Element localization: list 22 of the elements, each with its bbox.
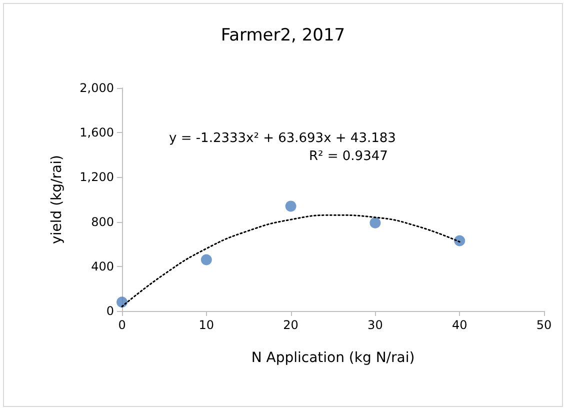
y-tick-label: 800 xyxy=(91,214,114,229)
y-tick-label: 1,600 xyxy=(80,126,114,140)
annotation: y = -1.2333x² + 63.693x + 43.183 xyxy=(169,131,396,146)
y-tick-label: 2,000 xyxy=(80,81,114,95)
x-tick-label: 10 xyxy=(198,318,214,332)
x-axis-title: N Application (kg N/rai) xyxy=(251,350,415,366)
y-axis-title: yield (kg/rai) xyxy=(49,155,65,244)
x-tick-label: 40 xyxy=(452,318,468,332)
point xyxy=(200,254,212,266)
point xyxy=(116,296,128,308)
y-tick-label: 400 xyxy=(91,259,114,274)
y-tick-label: 1,200 xyxy=(80,170,114,184)
x-tick-label: 30 xyxy=(368,318,383,332)
point xyxy=(370,217,381,228)
x-tick-label: 0 xyxy=(118,318,126,332)
y-tick-label: 0 xyxy=(106,304,114,318)
x-tick-label: 20 xyxy=(283,318,298,332)
point xyxy=(454,235,466,246)
x-tick-label: 50 xyxy=(536,318,552,332)
chart-title: Farmer2, 2017 xyxy=(220,26,346,46)
annotation: R² = 0.9347 xyxy=(309,149,388,164)
point xyxy=(285,200,296,212)
